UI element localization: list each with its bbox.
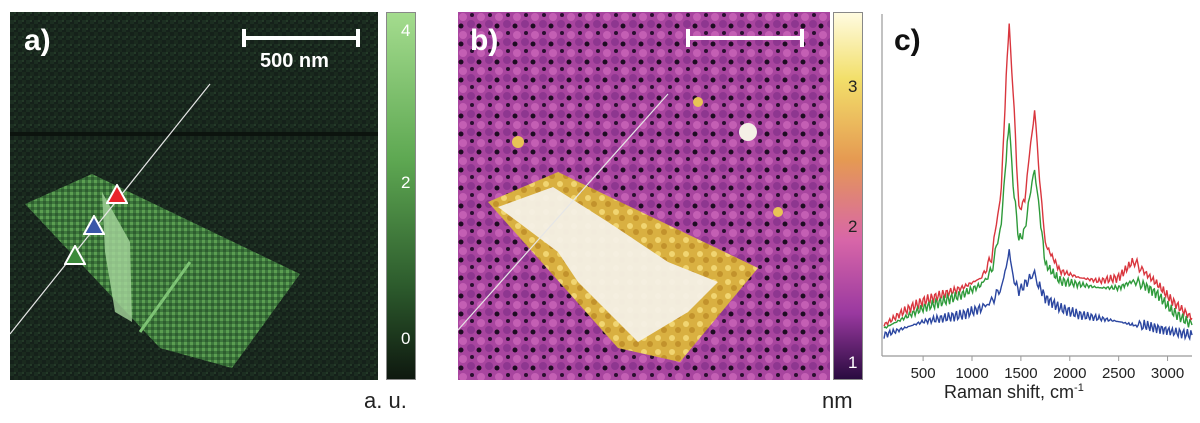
scale-bar [242,36,360,40]
x-tick-label-3000: 3000 [1151,365,1184,382]
colorbar-b-tick-3: 3 [848,77,858,96]
x-tick-label-2500: 2500 [1102,365,1135,382]
panel-b: b) 3 2 1 nm [440,0,870,423]
x-tick-label-1500: 1500 [1004,365,1037,382]
colorbar-b-tick-2: 2 [848,217,858,236]
colorbar-b: 3 2 1 [833,12,863,380]
panel-c-label: c) [894,24,921,57]
x-axis-label-text: Raman shift, cm [944,382,1075,402]
green-triangle-marker [64,245,86,265]
afm-height-map [458,12,830,380]
spectrum-line-2 [883,123,1193,330]
panel-c: c) 500 1000 1500 2000 2500 3000 Raman shift, … [880,0,1200,423]
panel-a: 500 nm a) 4 2 0 a. u. [0,0,430,423]
panel-b-label: b) [470,24,499,57]
colorbar-a-tick-4: 4 [401,21,411,40]
x-axis-label: Raman shift, cm-1 [944,382,1084,403]
blue-triangle-marker [83,215,105,235]
colorbar-b-tick-1: 1 [848,353,858,372]
afm-map-image [458,12,830,380]
scale-bar-b [686,36,804,40]
scale-bar-end-right [356,29,360,47]
colorbar-a-tick-2: 2 [401,173,411,192]
x-axis-label-superscript: -1 [1074,382,1084,394]
raman-intensity-map: 500 nm [10,12,378,380]
x-tick-label-2000: 2000 [1053,365,1086,382]
spectrum-line-1 [883,23,1193,327]
scale-bar-b-end-left [686,29,690,47]
scale-bar-label: 500 nm [260,50,329,72]
colorbar-a-tick-0: 0 [401,329,411,348]
x-tick-label-1000: 1000 [955,365,988,382]
raman-spectra-chart: 500 1000 1500 2000 2500 3000 [881,14,1193,382]
scale-bar-b-end-right [800,29,804,47]
panel-a-label: a) [24,24,51,57]
colorbar-a: 4 2 0 [386,12,416,380]
x-tick-label-500: 500 [911,365,936,382]
colorbar-a-unit: a. u. [364,388,407,413]
colorbar-b-unit: nm [822,388,853,413]
red-triangle-marker [106,184,128,204]
scale-bar-end-left [242,29,246,47]
spectrum-line-3 [883,249,1193,342]
